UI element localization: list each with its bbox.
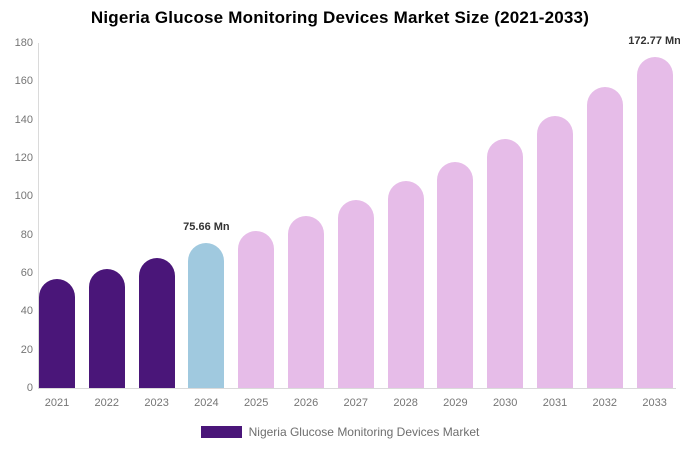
bar-2033 (636, 56, 673, 388)
y-axis-line (38, 43, 39, 388)
x-tick-2029: 2029 (443, 397, 468, 409)
x-tick-2023: 2023 (144, 397, 169, 409)
x-tick-2030: 2030 (492, 397, 518, 409)
bar-2029 (437, 161, 474, 388)
value-label-2033: 172.77 Mn (628, 34, 680, 47)
y-tick-0: 0 (26, 382, 33, 394)
x-tick-2022: 2022 (94, 397, 120, 409)
chart-title: Nigeria Glucose Monitoring Devices Marke… (90, 8, 590, 27)
legend-swatch (200, 426, 242, 438)
y-tick-180: 180 (14, 37, 33, 49)
y-tick-120: 120 (14, 152, 33, 164)
bar-2025 (238, 230, 275, 388)
y-tick-60: 60 (20, 267, 33, 279)
bar-2024 (188, 242, 225, 388)
bar-2030 (487, 138, 524, 388)
value-label-2024: 75.66 Mn (183, 220, 230, 233)
x-tick-2032: 2032 (592, 397, 618, 409)
bar-2028 (387, 181, 424, 388)
x-tick-2031: 2031 (542, 397, 568, 409)
x-tick-2033: 2033 (642, 397, 667, 409)
y-tick-100: 100 (14, 190, 33, 203)
y-tick-80: 80 (20, 228, 33, 241)
y-tick-160: 160 (14, 75, 33, 88)
x-axis-line (38, 388, 676, 389)
x-tick-2028: 2028 (393, 397, 418, 409)
legend: Nigeria Glucose Monitoring Devices Marke… (0, 425, 680, 439)
legend-label: Nigeria Glucose Monitoring Devices Marke… (248, 425, 480, 439)
bar-2032 (586, 87, 623, 388)
y-tick-40: 40 (20, 305, 33, 318)
x-tick-2027: 2027 (343, 397, 369, 409)
x-tick-2026: 2026 (293, 397, 319, 409)
x-tick-2025: 2025 (243, 397, 269, 409)
y-tick-20: 20 (20, 343, 33, 356)
bar-2021 (39, 278, 75, 388)
x-tick-2021: 2021 (44, 397, 70, 409)
bar-2027 (337, 200, 374, 388)
bar-2031 (537, 115, 573, 388)
y-tick-140: 140 (14, 113, 33, 126)
bar-2022 (88, 269, 125, 388)
bar-2026 (288, 215, 324, 388)
bar-2023 (138, 257, 175, 388)
x-tick-2024: 2024 (194, 397, 219, 409)
